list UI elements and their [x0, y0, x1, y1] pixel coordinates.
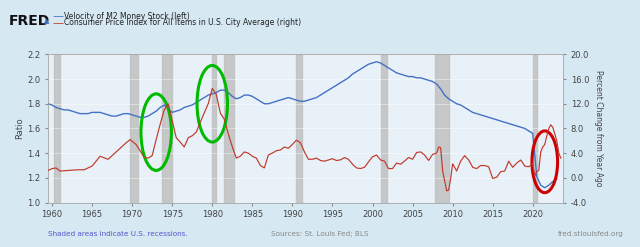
Bar [224, 54, 234, 203]
Text: Sources: St. Louis Fed; BLS: Sources: St. Louis Fed; BLS [271, 231, 369, 237]
Bar [162, 54, 172, 203]
Bar [532, 54, 537, 203]
Text: ▲: ▲ [44, 18, 49, 24]
Bar [130, 54, 138, 203]
Text: —: — [52, 18, 63, 28]
Text: FRED: FRED [8, 14, 49, 28]
Y-axis label: Ratio: Ratio [15, 118, 24, 139]
Text: Consumer Price Index for All Items in U.S. City Average (right): Consumer Price Index for All Items in U.… [64, 18, 301, 27]
Text: fred.stlouisfed.org: fred.stlouisfed.org [558, 231, 624, 237]
Bar [435, 54, 449, 203]
Bar [296, 54, 302, 203]
Bar [381, 54, 387, 203]
Text: Shaded areas indicate U.S. recessions.: Shaded areas indicate U.S. recessions. [48, 231, 188, 237]
Y-axis label: Percent Change from Year Ago: Percent Change from Year Ago [594, 70, 604, 187]
Text: —: — [52, 11, 63, 21]
Text: Velocity of M2 Money Stock (left): Velocity of M2 Money Stock (left) [64, 12, 189, 21]
Bar [212, 54, 216, 203]
Bar [54, 54, 60, 203]
